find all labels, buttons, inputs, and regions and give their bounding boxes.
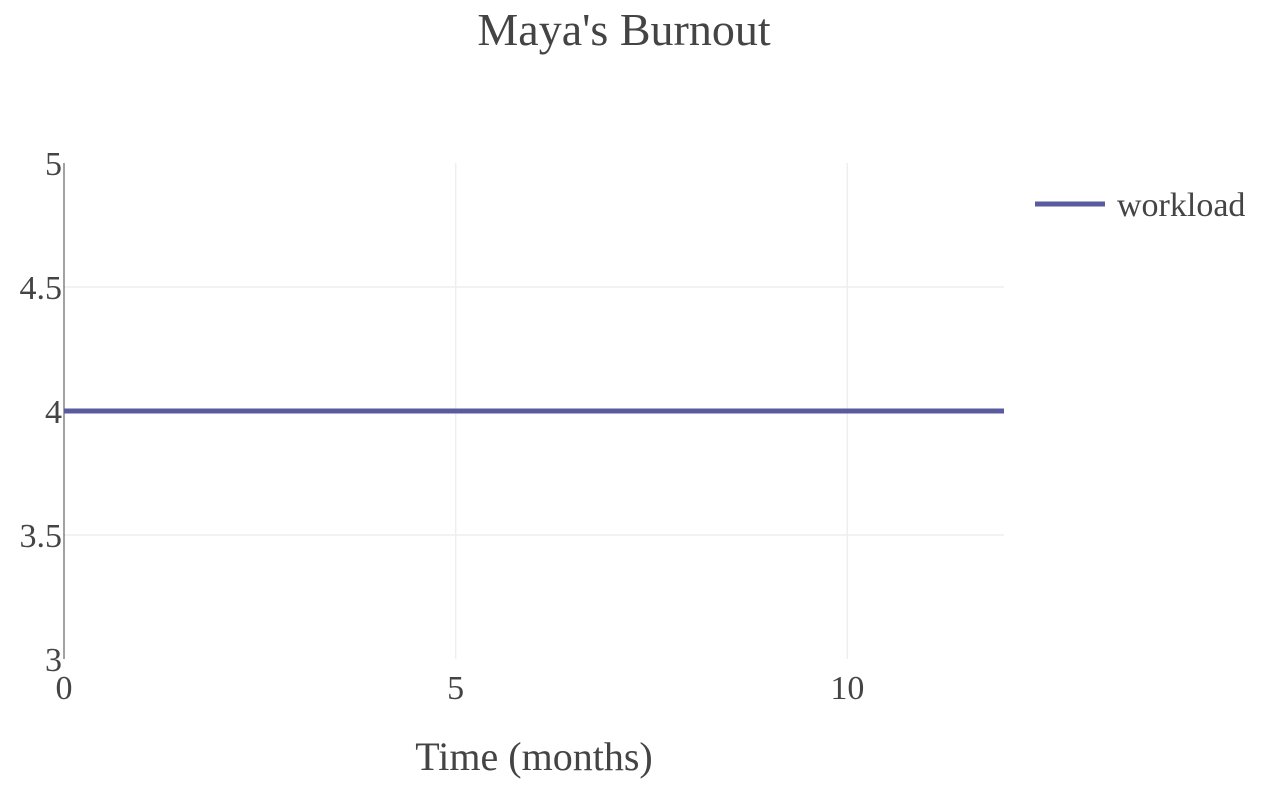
y-tick-label: 5: [45, 146, 62, 183]
tick-labels: 3 3.5 4 4.5 5 0 5 10: [20, 146, 865, 707]
x-tick-label: 10: [830, 670, 864, 707]
x-tick-label: 5: [447, 670, 464, 707]
legend-label: workload: [1117, 187, 1245, 224]
chart-title: Maya's Burnout: [477, 4, 770, 55]
legend[interactable]: workload: [1035, 187, 1245, 224]
y-tick-label: 4.5: [20, 270, 63, 307]
y-tick-label: 3.5: [20, 518, 63, 555]
y-tick-label: 3: [45, 642, 62, 679]
x-axis-title: Time (months): [415, 734, 652, 779]
legend-item[interactable]: workload: [1035, 187, 1245, 224]
x-tick-label: 0: [56, 670, 73, 707]
y-tick-label: 4: [45, 394, 62, 431]
